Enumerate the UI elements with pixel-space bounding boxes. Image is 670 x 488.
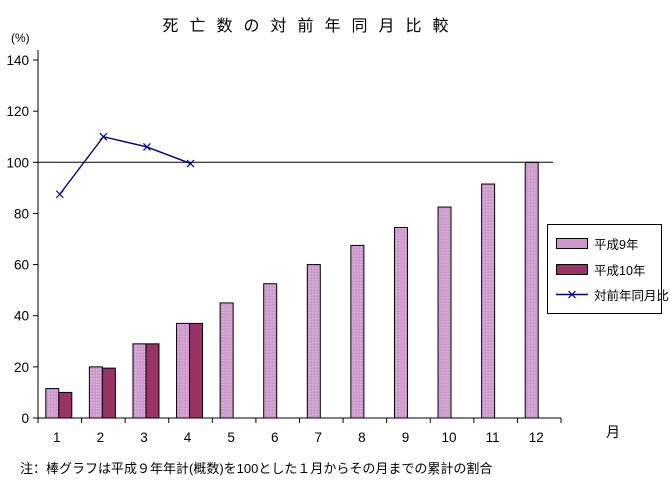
bars-group — [45, 161, 539, 419]
x-tick-label: 10 — [442, 430, 457, 445]
chart-title: 死亡数の対前年同月比較 — [162, 18, 460, 35]
bar-h10 — [189, 322, 204, 419]
ratio-line-marker-icon — [556, 290, 588, 299]
x-tick-label: 1 — [53, 430, 61, 445]
ratio-marker-x — [55, 190, 64, 199]
bar-h9 — [524, 161, 539, 419]
ratio-marker-x — [186, 159, 195, 168]
bar-h10 — [145, 343, 160, 419]
x-tick-label: 12 — [529, 430, 544, 445]
legend-item-heisei10: 平成10年 — [556, 262, 661, 278]
y-tick-label: 100 — [6, 155, 29, 170]
x-tick-label: 8 — [358, 430, 366, 445]
y-tick-label: 60 — [14, 258, 29, 273]
x-tick-label: 3 — [140, 430, 148, 445]
legend-label: 平成9年 — [594, 238, 639, 252]
x-tick-label: 5 — [227, 430, 235, 445]
bar-h9 — [176, 322, 191, 419]
bar-h9 — [45, 388, 60, 419]
x-tick-label: 6 — [271, 430, 279, 445]
y-tick-label: 120 — [6, 104, 29, 119]
legend-label: 対前年同月比 — [594, 289, 670, 303]
bar-h9 — [219, 302, 234, 419]
ratio-marker-x — [143, 143, 151, 151]
y-tick-label: 20 — [14, 360, 29, 375]
bar-h9 — [350, 244, 365, 419]
bar-h10 — [101, 367, 116, 419]
x-tick-label: 9 — [402, 430, 410, 445]
footnote: 注：棒グラフは平成９年年計(概数)を100とした１月からその月までの累計の割合 — [20, 461, 493, 476]
ratio-line — [59, 135, 191, 195]
heisei10-swatch-icon — [556, 263, 588, 275]
legend-label: 平成10年 — [594, 263, 646, 278]
ratio-marker-x — [99, 132, 108, 141]
y-axis-unit-label: (%) — [11, 31, 30, 45]
ratio-line-group — [55, 132, 195, 199]
x-tick-label: 7 — [315, 430, 323, 445]
legend-item-ratio: 対前年同月比 — [556, 288, 669, 303]
chart-legend: 平成9年 平成10年 対前年同月比 — [547, 224, 669, 314]
bar-h9 — [88, 366, 103, 419]
y-tick-label: 80 — [14, 206, 29, 221]
axes-group — [33, 50, 562, 423]
bar-h9 — [306, 264, 321, 419]
bar-h9 — [481, 183, 496, 419]
bar-h10 — [58, 391, 73, 419]
x-tick-label: 4 — [184, 430, 192, 445]
y-tick-label: 140 — [6, 53, 29, 68]
y-tick-label: 40 — [14, 309, 29, 324]
x-axis-unit-label: 月 — [606, 424, 620, 440]
bar-h9 — [263, 283, 278, 419]
heisei9-swatch-icon — [556, 238, 588, 249]
y-tick-label: 0 — [21, 411, 29, 426]
bar-h9 — [393, 227, 408, 419]
x-tick-label: 2 — [97, 430, 105, 445]
bar-h9 — [437, 206, 452, 419]
x-tick-label: 11 — [486, 430, 500, 445]
legend-item-heisei9: 平成9年 — [556, 237, 661, 252]
bar-h9 — [132, 343, 147, 419]
